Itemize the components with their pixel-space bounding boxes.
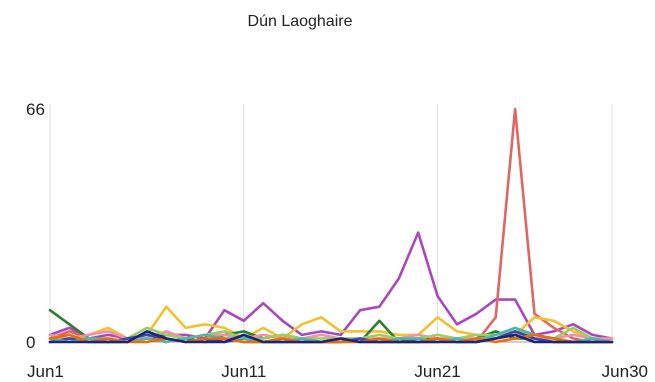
x-tick-label: Jun11 — [221, 362, 266, 381]
series-line-2 — [48, 107, 614, 344]
series-line-9 — [48, 333, 614, 344]
x-tick-label: Jun1 — [27, 362, 64, 381]
chart-title: Dún Laoghaire — [248, 13, 353, 30]
series-line-10 — [48, 330, 614, 344]
gridlines — [49, 104, 613, 342]
y-tick-label: 66 — [26, 100, 45, 119]
y-tick-label: 0 — [26, 333, 35, 352]
x-tick-label: Jun30 — [602, 362, 648, 381]
series-lines — [48, 107, 614, 344]
y-axis-ticks: 66 0 — [26, 100, 45, 352]
x-tick-label: Jun21 — [414, 362, 460, 381]
x-axis-ticks: Jun1 Jun11 Jun21 Jun30 — [27, 362, 648, 381]
